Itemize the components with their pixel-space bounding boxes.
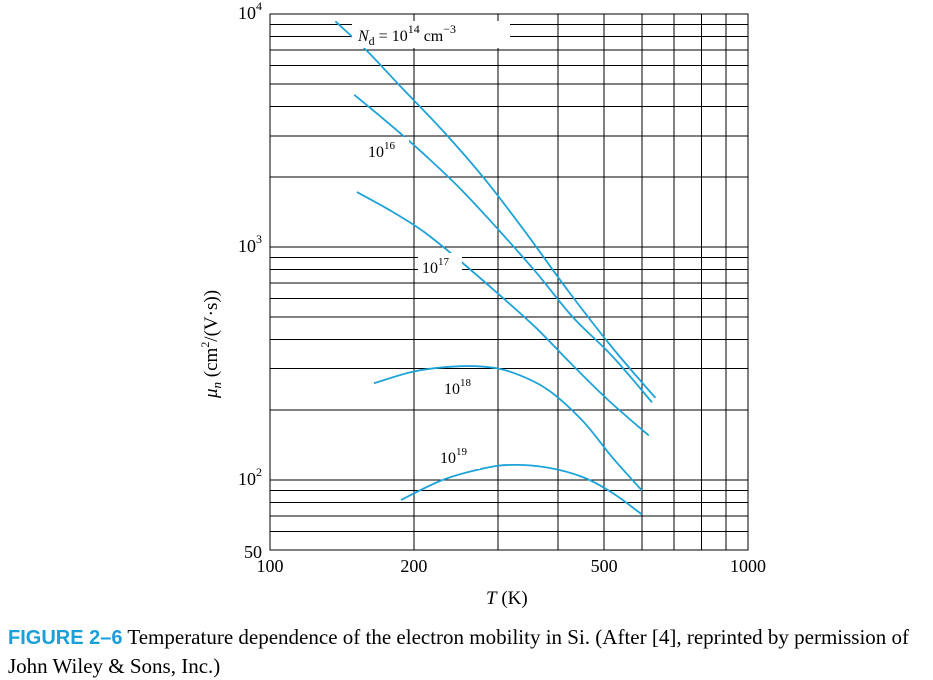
y-axis-unit-open: (cm bbox=[201, 347, 222, 382]
x-tick-label: 100 bbox=[257, 556, 284, 576]
series-label-exponent: 14 bbox=[408, 22, 420, 36]
mobility-curve-Nd-1e14-cm-3 bbox=[334, 20, 657, 399]
mobility-curve-1e17 bbox=[356, 191, 650, 437]
series-label-unit: cm bbox=[420, 28, 444, 45]
x-gridlines bbox=[269, 14, 749, 550]
y-axis-variable: μ bbox=[201, 388, 222, 399]
figure-caption: FIGURE 2–6 Temperature dependence of the… bbox=[8, 623, 933, 680]
mobility-curve-1e19 bbox=[400, 463, 643, 516]
series-label-symbol: N bbox=[357, 28, 370, 45]
label-exponent: 19 bbox=[456, 446, 468, 458]
y-axis-unit-superscript: 2 bbox=[198, 342, 212, 348]
series-label-1e17: 1017 bbox=[418, 253, 462, 279]
svg-text:1017: 1017 bbox=[422, 256, 450, 277]
y-tick-labels: 104 103 102 50 bbox=[238, 0, 262, 562]
x-axis-title: T (K) bbox=[486, 588, 528, 609]
series-label-1e18: 1018 bbox=[440, 374, 484, 400]
series-label-1e19: 1019 bbox=[436, 443, 480, 469]
series-label-equals: = 10 bbox=[375, 28, 408, 45]
x-tick-labels: 100 200 500 1000 bbox=[257, 556, 767, 576]
label-exponent: 16 bbox=[384, 140, 396, 152]
mobility-curves bbox=[334, 20, 657, 516]
mobility-curve-1e16 bbox=[353, 94, 653, 403]
label-base: 10 bbox=[368, 144, 384, 161]
x-axis-variable: T bbox=[486, 588, 498, 609]
y-axis-title: μn (cm2/(V·s)) bbox=[198, 290, 224, 399]
label-base: 10 bbox=[440, 450, 456, 467]
series-label-unit-exponent: −3 bbox=[443, 22, 456, 36]
svg-text:1018: 1018 bbox=[444, 377, 472, 398]
series-label-1e14: Nd = 1014 cm−3 bbox=[352, 21, 510, 48]
y-axis-subscript: n bbox=[209, 382, 224, 389]
x-tick-label: 500 bbox=[591, 556, 618, 576]
plot-frame bbox=[269, 13, 749, 551]
label-exponent: 17 bbox=[438, 256, 450, 268]
y-tick-label: 103 bbox=[238, 232, 262, 256]
x-tick-label: 1000 bbox=[730, 556, 766, 576]
series-label-subscript: d bbox=[369, 34, 375, 48]
svg-text:1019: 1019 bbox=[440, 446, 468, 467]
y-tick-label: 104 bbox=[238, 0, 262, 23]
mobility-chart: Nd = 1014 cm−3 1016 1017 1018 1019 100 20… bbox=[198, 0, 767, 609]
mobility-curve-1e18 bbox=[373, 365, 643, 492]
figure-number: FIGURE 2–6 bbox=[8, 627, 123, 649]
y-axis-unit-close: /(V·s)) bbox=[201, 290, 222, 342]
x-tick-label: 200 bbox=[400, 556, 427, 576]
svg-text:Nd = 1014 cm−3: Nd = 1014 cm−3 bbox=[357, 22, 456, 48]
y-tick-label: 102 bbox=[238, 465, 262, 489]
caption-text: Temperature dependence of the electron m… bbox=[8, 625, 910, 678]
label-exponent: 18 bbox=[460, 377, 472, 389]
svg-text:1016: 1016 bbox=[368, 140, 396, 161]
series-label-1e16: 1016 bbox=[365, 137, 409, 163]
x-axis-unit: (K) bbox=[497, 588, 528, 609]
y-gridlines bbox=[270, 13, 748, 551]
label-base: 10 bbox=[422, 260, 438, 277]
y-tick-label: 50 bbox=[244, 542, 262, 562]
label-base: 10 bbox=[444, 381, 460, 398]
